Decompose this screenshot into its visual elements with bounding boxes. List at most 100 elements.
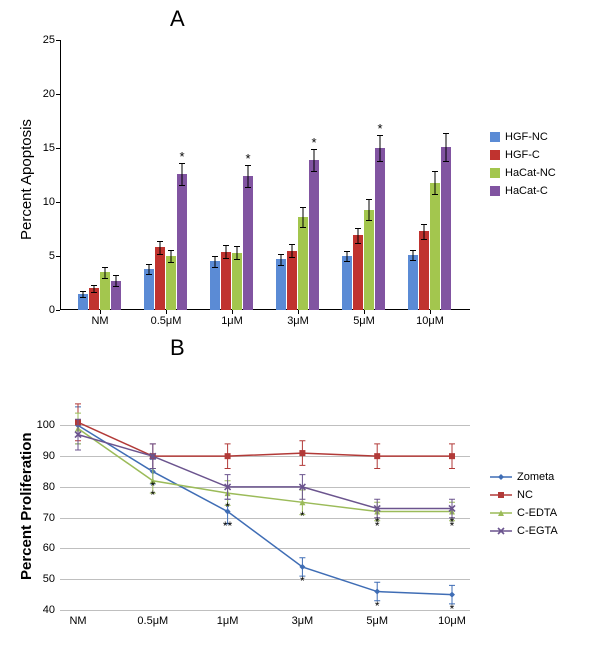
legend-item: C-EGTA — [490, 524, 558, 538]
chart-a-bar-group — [210, 176, 253, 310]
chart-b-ytick: 70 — [43, 512, 55, 524]
legend-label: HaCat-NC — [505, 167, 556, 179]
legend-item: HGF-NC — [490, 130, 556, 144]
significance-star: * — [450, 515, 455, 529]
chart-a-bar — [177, 174, 187, 310]
chart-a-bar — [111, 281, 121, 310]
chart-b-xtick: 1μM — [217, 615, 239, 627]
chart-a-xtick: 10μM — [416, 315, 444, 327]
chart-a-bar — [364, 210, 374, 310]
significance-star: ** — [223, 519, 232, 533]
chart-a-bar — [276, 259, 286, 310]
chart-a: Percent Apoptosis 0510152025NM0.5μM1μM3μ… — [60, 40, 470, 310]
chart-b-ytick: 90 — [43, 450, 55, 462]
chart-b-ytick: 60 — [43, 542, 55, 554]
chart-a-ytick: 15 — [43, 142, 55, 154]
legend-swatch — [490, 168, 500, 178]
significance-star: * — [375, 599, 380, 613]
significance-star: * — [245, 151, 250, 166]
chart-b-ytick: 50 — [43, 573, 55, 585]
chart-b-legend: Zometa NC C-EDTA C-EGTA — [490, 470, 558, 542]
legend-item: HaCat-C — [490, 184, 556, 198]
significance-star: * — [300, 509, 305, 523]
chart-a-xtick: NM — [91, 315, 108, 327]
chart-a-bar — [419, 231, 429, 310]
significance-star: * — [375, 515, 380, 529]
legend-item: HGF-C — [490, 148, 556, 162]
chart-a-ytick: 25 — [43, 34, 55, 46]
chart-a-bar-group — [276, 160, 319, 310]
chart-a-yaxis — [60, 40, 61, 310]
chart-a-xtick: 1μM — [221, 315, 243, 327]
chart-b-xtick: 5μM — [366, 615, 388, 627]
chart-a-bar — [353, 235, 363, 310]
legend-swatch — [490, 490, 512, 500]
chart-a-bar — [78, 294, 88, 310]
legend-item: HaCat-NC — [490, 166, 556, 180]
chart-a-bar — [408, 255, 418, 310]
chart-a-bar — [441, 147, 451, 310]
chart-a-bar — [232, 253, 242, 310]
legend-item: Zometa — [490, 470, 558, 484]
chart-b-ytick: 40 — [43, 604, 55, 616]
chart-a-bar — [221, 252, 231, 310]
chart-b-gridline — [60, 610, 470, 611]
significance-star: * — [377, 121, 382, 136]
significance-star: * — [150, 488, 155, 502]
chart-b-ytick: 100 — [37, 419, 55, 431]
legend-swatch — [490, 508, 512, 518]
legend-swatch — [490, 472, 512, 482]
chart-b-plot — [60, 410, 470, 610]
chart-a-ytick: 10 — [43, 196, 55, 208]
legend-label: HGF-NC — [505, 131, 548, 143]
chart-a-bar-group — [78, 272, 121, 310]
chart-b-ytick: 80 — [43, 481, 55, 493]
chart-a-bar-group — [408, 147, 451, 310]
legend-swatch — [490, 186, 500, 196]
chart-a-bar — [100, 272, 110, 310]
significance-star: * — [311, 135, 316, 150]
chart-a-bar — [210, 261, 220, 310]
legend-label: HGF-C — [505, 149, 540, 161]
legend-label: NC — [517, 489, 533, 501]
chart-b: Percent Proliferation 405060708090100NM0… — [60, 410, 470, 610]
chart-b-xtick: 0.5μM — [137, 615, 168, 627]
panel-label-b: B — [170, 335, 185, 361]
chart-a-ytick: 20 — [43, 88, 55, 100]
chart-a-ytick: 5 — [49, 250, 55, 262]
chart-a-bar — [243, 176, 253, 310]
chart-a-bar — [144, 269, 154, 310]
chart-a-bar — [309, 160, 319, 310]
chart-a-bar — [155, 247, 165, 310]
chart-a-bar — [375, 148, 385, 310]
legend-label: C-EGTA — [517, 525, 558, 537]
significance-star: * — [450, 602, 455, 616]
chart-a-xtick: 3μM — [287, 315, 309, 327]
chart-a-bar — [166, 256, 176, 310]
panel-label-a: A — [170, 6, 185, 32]
legend-swatch — [490, 150, 500, 160]
legend-label: Zometa — [517, 471, 554, 483]
chart-b-ylabel: Percent Proliferation — [18, 432, 35, 580]
figure: A Percent Apoptosis 0510152025NM0.5μM1μM… — [0, 0, 600, 671]
chart-a-legend: HGF-NC HGF-C HaCat-NC HaCat-C — [490, 130, 556, 202]
legend-swatch — [490, 132, 500, 142]
significance-star: * — [300, 574, 305, 588]
chart-a-bar — [287, 251, 297, 310]
significance-star: * — [179, 149, 184, 164]
chart-a-ylabel: Percent Apoptosis — [18, 119, 35, 240]
chart-a-bar-group — [144, 174, 187, 310]
chart-b-line — [78, 428, 452, 511]
legend-item: C-EDTA — [490, 506, 558, 520]
chart-a-bar-group — [342, 148, 385, 310]
chart-a-ytick: 0 — [49, 304, 55, 316]
chart-a-bar — [342, 256, 352, 310]
chart-a-bar — [298, 217, 308, 310]
legend-swatch — [490, 526, 512, 536]
legend-item: NC — [490, 488, 558, 502]
chart-a-xtick: 0.5μM — [151, 315, 182, 327]
chart-b-xtick: NM — [69, 615, 86, 627]
legend-label: C-EDTA — [517, 507, 557, 519]
legend-label: HaCat-C — [505, 185, 548, 197]
chart-b-xtick: 10μM — [438, 615, 466, 627]
